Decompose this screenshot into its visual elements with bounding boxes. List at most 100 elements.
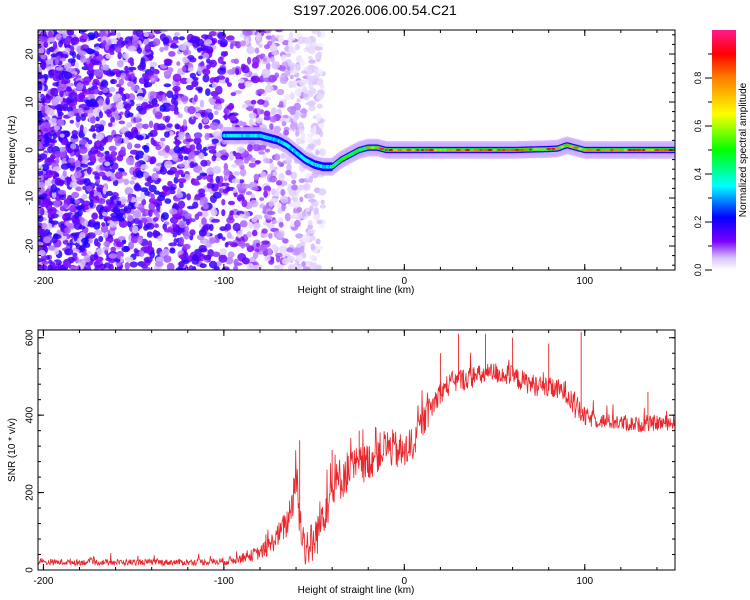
spectrogram-cell: [78, 50, 87, 56]
spectrogram-cell: [105, 54, 112, 59]
spectrogram-cell: [235, 68, 240, 76]
spectrogram-cell: [302, 266, 311, 270]
spectrogram-cell: [154, 261, 164, 267]
spectrogram-cell: [158, 94, 163, 102]
spectrogram-cell: [158, 30, 168, 33]
spectrogram-cell: [305, 101, 313, 106]
spectrogram-cell: [176, 61, 181, 66]
spectrogram-cell: [290, 171, 298, 180]
spectrogram-cell: [173, 140, 182, 145]
spectrogram-cell: [62, 259, 71, 268]
spectrogram-cell: [307, 137, 314, 144]
snr-y-ticks: 0 200 400 600: [25, 329, 675, 573]
spectrogram-cell: [164, 58, 173, 65]
spectrogram-cell: [254, 47, 260, 54]
spectrogram-cell: [183, 50, 189, 56]
spectrogram-cell: [263, 157, 271, 164]
spectrogram-cell: [286, 247, 294, 253]
spectrogram-cell: [185, 138, 194, 142]
spectrogram-cell: [135, 196, 144, 202]
spectrogram-cell: [456, 148, 461, 152]
spectrogram-cell: [304, 37, 312, 46]
spectrogram-cell: [43, 210, 49, 216]
spectrogram-cell: [297, 88, 302, 97]
spectrogram-cell: [110, 151, 118, 157]
spectrogram-cell: [169, 248, 176, 254]
spectrogram-cell: [142, 73, 147, 78]
spectrogram-cell: [128, 241, 134, 250]
spectrogram-cell: [292, 80, 297, 88]
spectrogram-cell: [316, 264, 322, 270]
x-tick-label: 0: [402, 276, 408, 287]
spectrogram-cell: [197, 211, 203, 217]
spectrogram-cell: [202, 117, 209, 124]
spectrogram-cell: [256, 242, 260, 248]
spectrogram-cell: [158, 91, 164, 96]
spectrogram-cell: [126, 142, 133, 150]
spectrogram-cell: [289, 74, 294, 80]
spectrogram-cell: [295, 43, 300, 51]
spectrogram-cell: [98, 235, 104, 243]
spectrogram-cell: [140, 164, 149, 170]
spectrogram-cell: [308, 175, 313, 184]
spectrogram-cell: [636, 148, 642, 152]
spectrogram-cell: [261, 68, 271, 77]
spectrogram-cell: [163, 83, 172, 88]
spectrogram-cell: [98, 214, 104, 220]
spectrogram-cell: [46, 222, 53, 231]
spectrogram-cell: [226, 232, 232, 239]
spectrogram-cell: [102, 186, 107, 195]
spectrogram-cell: [306, 148, 312, 153]
spectrogram-cell: [193, 94, 198, 102]
spectrogram-cell: [48, 217, 53, 225]
spectrogram-cell: [142, 153, 149, 162]
spectrogram-cell: [47, 30, 53, 39]
spectrogram-cell: [294, 64, 301, 72]
spectrogram-cell: [232, 222, 241, 232]
spectrogram-cell: [48, 245, 57, 251]
spectrogram-cell: [228, 102, 234, 111]
spectrogram-cell: [82, 200, 91, 207]
spectrogram-cell: [75, 186, 82, 192]
spectrogram-cell: [53, 247, 60, 255]
spectrogram-cell: [253, 173, 260, 182]
spectrogram-cell: [229, 152, 234, 161]
spectrogram-cell: [79, 38, 87, 43]
spectrogram-cell: [311, 30, 319, 35]
spectrogram-cell: [186, 193, 191, 201]
spectrogram-cell: [45, 169, 54, 179]
spectrogram-cell: [225, 256, 234, 265]
spectrogram-cell: [259, 197, 265, 202]
spectrogram-cell: [81, 252, 88, 257]
spectrogram-cell: [44, 157, 53, 166]
spectrogram-cell: [97, 198, 106, 205]
spectrogram-cell: [202, 239, 207, 245]
spectrogram-cell: [174, 87, 179, 96]
spectrogram-cell: [178, 154, 184, 159]
spectrogram-cell: [159, 104, 167, 112]
spectrogram-cell: [144, 182, 152, 187]
spectrogram-cell: [184, 212, 192, 220]
spectrogram-cell: [137, 203, 145, 212]
spectrogram-cell: [281, 203, 286, 212]
spectrogram-cell: [166, 262, 175, 270]
spectrogram-cell: [198, 244, 207, 252]
spectrogram-cell: [551, 147, 556, 150]
spectrogram-cell: [180, 95, 189, 102]
spectrogram-cell: [177, 178, 187, 184]
spectrogram-cell: [316, 30, 321, 38]
spectrogram-cell: [316, 219, 323, 225]
spectrogram-cell: [258, 244, 267, 252]
spectrogram-cell: [260, 109, 265, 115]
spectrogram-cell: [80, 114, 87, 121]
spectrogram-cell: [90, 115, 96, 124]
colorbar-tick-label: 0.0: [693, 264, 703, 277]
spectrogram-cell: [237, 230, 242, 239]
spectrogram-cell: [203, 254, 212, 261]
spectrogram-cell: [243, 73, 250, 77]
spectrogram-cell: [270, 56, 275, 63]
spectrogram-cell: [60, 163, 70, 170]
spectrogram-cell: [246, 46, 255, 55]
spectrogram-cell: [237, 121, 245, 126]
spectrogram-cell: [239, 168, 247, 177]
